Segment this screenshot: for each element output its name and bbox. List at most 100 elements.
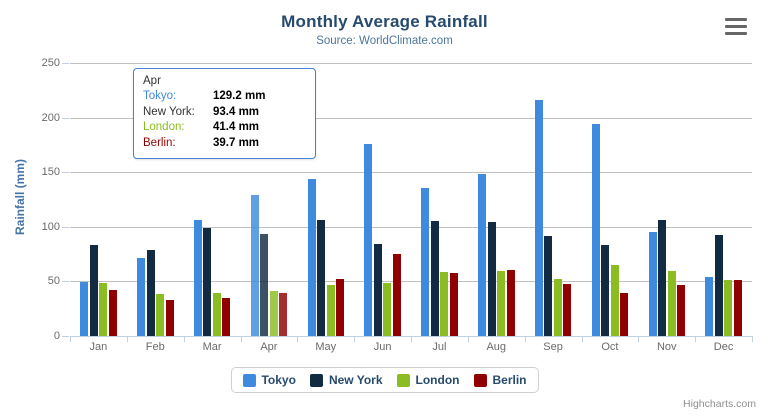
bar-new-york-apr[interactable] <box>260 234 269 336</box>
bar-berlin-mar[interactable] <box>222 298 231 336</box>
bar-new-york-jun[interactable] <box>373 243 382 336</box>
gridline <box>70 63 752 64</box>
y-axis-tick <box>62 226 69 228</box>
bar-tokyo-jun[interactable] <box>364 143 373 336</box>
y-axis-tick-label: 50 <box>47 275 60 288</box>
bar-london-dec[interactable] <box>724 280 733 336</box>
bar-tokyo-jul[interactable] <box>421 187 430 336</box>
legend-swatch-icon <box>242 373 256 387</box>
bar-berlin-dec[interactable] <box>733 280 742 336</box>
legend-item-berlin[interactable]: Berlin <box>473 373 527 387</box>
y-axis-tick-label: 0 <box>53 330 60 342</box>
bar-new-york-dec[interactable] <box>714 235 723 336</box>
gridline <box>70 172 752 174</box>
bar-new-york-may[interactable] <box>317 220 325 336</box>
legend-item-london[interactable]: London <box>396 373 460 387</box>
legend-swatch-icon <box>396 373 410 387</box>
x-axis-label-jun: Jun <box>373 341 392 353</box>
tooltip-series-value: 41.4 mm <box>213 121 260 133</box>
bar-berlin-aug[interactable] <box>506 270 515 336</box>
tooltip-series-value: 93.4 mm <box>213 105 260 118</box>
tooltip-rows: Tokyo: 129.2 mm New York: 93.4 mm London: 41.… <box>143 89 306 151</box>
bar-london-apr[interactable] <box>269 290 278 336</box>
x-axis-tick <box>467 336 469 342</box>
tooltip-series-name: New York: <box>143 105 195 118</box>
bar-tokyo-mar[interactable] <box>193 219 202 336</box>
x-axis-label-sep: Sep <box>543 341 563 353</box>
legend-item-tokyo[interactable]: Tokyo <box>242 373 296 387</box>
bar-london-jun[interactable] <box>383 283 392 336</box>
bar-new-york-feb[interactable] <box>146 249 155 336</box>
y-axis-tick <box>62 281 69 283</box>
x-axis-label-mar: Mar <box>202 341 222 353</box>
y-axis-tick-label: 250 <box>41 57 60 69</box>
bar-tokyo-aug[interactable] <box>478 173 486 336</box>
bar-new-york-oct[interactable] <box>601 244 610 336</box>
bar-london-sep[interactable] <box>553 278 562 336</box>
gridline <box>70 226 752 228</box>
bar-new-york-jan[interactable] <box>89 244 98 336</box>
bar-tokyo-jan[interactable] <box>80 281 89 336</box>
bar-new-york-aug[interactable] <box>487 222 496 336</box>
bar-berlin-feb[interactable] <box>165 299 174 336</box>
x-axis-tick <box>297 336 299 342</box>
x-axis-label-nov: Nov <box>656 341 677 353</box>
bar-new-york-mar[interactable] <box>203 228 212 336</box>
bar-london-mar[interactable] <box>212 293 221 336</box>
bar-berlin-jan[interactable] <box>108 289 117 336</box>
bar-new-york-jul[interactable] <box>430 221 439 336</box>
bar-berlin-sep[interactable] <box>563 284 572 336</box>
bar-london-jan[interactable] <box>99 282 108 336</box>
tooltip-category: Apr <box>143 75 161 87</box>
bar-new-york-sep[interactable] <box>544 236 553 336</box>
chart-legend[interactable]: Tokyo New York London Berlin <box>230 367 539 393</box>
x-axis-tick <box>581 336 583 342</box>
x-axis-tick <box>752 336 753 342</box>
bar-tokyo-feb[interactable] <box>137 257 145 336</box>
bar-berlin-apr[interactable] <box>279 292 288 336</box>
highcharts-credit[interactable]: Highcharts.com <box>683 398 756 410</box>
x-axis-label-jul: Jul <box>432 341 447 353</box>
legend-swatch-icon <box>309 373 323 387</box>
bar-tokyo-nov[interactable] <box>648 231 657 336</box>
x-axis-label-dec: Dec <box>713 341 734 353</box>
bar-london-may[interactable] <box>326 284 335 336</box>
x-axis-label-apr: Apr <box>260 341 278 353</box>
bar-tokyo-apr[interactable] <box>250 194 259 336</box>
tooltip: Apr Tokyo: 129.2 mm New York: 93.4 mm London… <box>133 68 316 159</box>
hamburger-menu-icon[interactable] <box>725 18 747 35</box>
bar-berlin-may[interactable] <box>336 278 344 336</box>
y-axis-title: Rainfall (mm) <box>13 159 27 236</box>
x-axis-tick <box>695 336 697 342</box>
bar-tokyo-dec[interactable] <box>705 276 714 336</box>
bar-berlin-jun[interactable] <box>392 253 401 336</box>
bar-london-jul[interactable] <box>440 271 449 336</box>
x-axis-tick <box>411 336 412 342</box>
legend-item-new-york[interactable]: New York <box>309 373 383 387</box>
gridline <box>70 117 752 119</box>
bar-berlin-jul[interactable] <box>449 273 458 336</box>
tooltip-series-value: 39.7 mm <box>213 136 260 149</box>
gridline <box>70 281 752 283</box>
bar-tokyo-sep[interactable] <box>534 99 543 336</box>
legend-label: New York <box>328 373 383 387</box>
y-axis-tick <box>62 336 69 337</box>
y-axis-tick <box>62 172 69 174</box>
bar-london-oct[interactable] <box>610 264 619 336</box>
bar-london-nov[interactable] <box>667 271 676 336</box>
menu-bar-3 <box>725 32 747 35</box>
bar-berlin-oct[interactable] <box>620 293 629 336</box>
tooltip-row: New York: 93.4 mm <box>143 105 306 121</box>
bar-berlin-nov[interactable] <box>677 284 685 336</box>
bar-london-feb[interactable] <box>156 293 164 336</box>
bar-new-york-nov[interactable] <box>658 219 666 336</box>
x-axis-tick <box>70 336 71 342</box>
bar-london-aug[interactable] <box>497 270 505 336</box>
bar-tokyo-oct[interactable] <box>591 124 600 336</box>
tooltip-series-name: London: <box>143 121 185 133</box>
legend-label: Tokyo <box>261 373 296 387</box>
x-axis-tick <box>126 336 128 342</box>
bar-tokyo-may[interactable] <box>307 178 316 336</box>
x-axis-tick <box>240 336 242 342</box>
